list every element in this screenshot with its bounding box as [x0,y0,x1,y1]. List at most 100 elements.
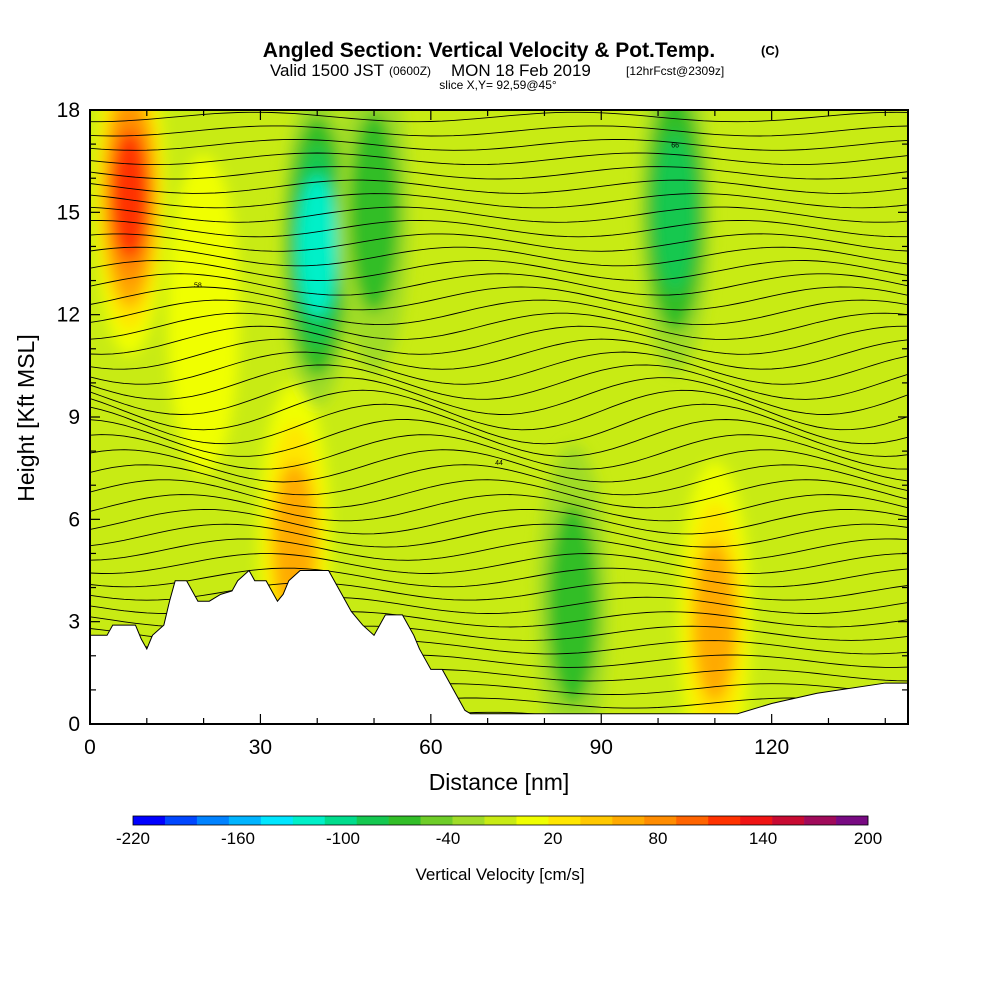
velocity-core-5-level-2 [653,132,697,293]
y-tick-label: 0 [68,713,80,736]
colorbar-swatch [196,816,230,825]
theta-contours: 58 44 66 [90,111,908,723]
theta-contour-41 [90,139,908,151]
x-tick-label: 60 [419,736,442,759]
theta-contour-29 [90,299,908,326]
colorbar-tick-label: -220 [116,829,150,848]
colorbar-tick-label: 20 [544,829,563,848]
theta-contour-24 [90,364,908,400]
x-tick-label: 120 [754,736,789,759]
colorbar-swatch [260,816,294,825]
theta-contour-40 [90,152,908,166]
theta-contour-39 [90,166,908,180]
velocity-core-4-level-3 [297,176,337,317]
colorbar-tick-label: -160 [221,829,255,848]
theta-contour-label-1: 44 [495,460,503,467]
theta-contour-9 [90,582,908,601]
theta-contour-23 [90,377,908,415]
y-axis-label: Height [Kft MSL] [13,334,39,501]
colorbar-frame [132,815,869,826]
theta-contour-42 [90,125,908,137]
colorbar-swatch [164,816,198,825]
colorbar-swatch [836,816,869,825]
theta-contour-20 [90,419,908,457]
y-axis: 0 3 6 9 12 15 18 [57,99,908,736]
y-tick-label: 9 [68,406,80,429]
colorbar-swatch [356,816,389,825]
colorbar-swatch [292,816,326,825]
theta-contour-10 [90,567,908,588]
colorbar-swatch [740,816,773,825]
theta-contour-34 [90,233,908,252]
colorbar-swatch [676,816,709,825]
y-tick-label: 6 [68,508,80,531]
theta-contour-27 [90,325,908,355]
theta-contour-17 [90,464,908,496]
theta-contour-38 [90,179,908,194]
slice-label: slice X,Y= 92,59@45° [439,78,557,92]
theta-contour-32 [90,260,908,281]
colorbar-swatch [708,816,741,825]
x-tick-label: 30 [249,736,272,759]
x-axis: 0 30 60 90 120 [84,110,886,759]
colorbar-swatch [452,816,485,825]
theta-contour-31 [90,273,908,296]
colorbar-tick-label: 80 [649,829,668,848]
x-tick-label: 90 [590,736,613,759]
theta-contour-15 [90,494,908,522]
y-tick-label: 18 [57,99,80,122]
theta-contour-36 [90,206,908,223]
colorbar-swatch [324,816,357,825]
theta-contour-19 [90,434,908,470]
valid-prefix: Valid 1500 JST [270,61,384,80]
chart-title-unit: (C) [761,43,779,58]
colorbar-swatch [644,816,677,825]
colorbar-swatch [133,816,166,825]
valid-date: MON 18 Feb 2019 [451,61,591,80]
theta-contour-18 [90,449,908,483]
colorbar-swatch [484,816,517,825]
chart-title: Angled Section: Vertical Velocity & Pot.… [263,39,715,62]
y-tick-label: 15 [57,201,80,224]
colorbar-tick-label: -100 [326,829,360,848]
velocity-field [93,110,751,724]
colorbar-swatch [420,816,453,825]
y-tick-label: 12 [57,304,80,327]
theta-contour-37 [90,193,908,209]
colorbar-swatch [772,816,805,825]
colorbar-swatch [228,816,262,825]
terrain [90,569,908,724]
theta-contour-30 [90,286,908,311]
theta-contour-25 [90,351,908,385]
colorbar: -220 -160 -100 -40 20 80 140 200 [116,815,882,848]
velocity-core-7-level-1 [349,112,400,313]
colorbar-tick-label: -40 [436,829,461,848]
theta-contour-14 [90,508,908,535]
theta-contour-28 [90,312,908,340]
velocity-core-3-level-2 [693,541,737,702]
colorbar-swatch [516,816,549,825]
forecast-label: [12hrFcst@2309z] [626,64,724,78]
x-axis-label: Distance [nm] [429,769,570,795]
colorbar-tick-label: 140 [749,829,777,848]
colorbar-swatch [612,816,645,825]
theta-contour-35 [90,220,908,238]
colorbar-swatch [388,816,421,825]
theta-contour-21 [90,403,908,445]
theta-contour-11 [90,553,908,574]
theta-contour-26 [90,338,908,370]
colorbar-swatch [548,816,581,825]
colorbar-label: Vertical Velocity [cm/s] [415,865,584,884]
theta-contour-13 [90,523,908,548]
y-tick-label: 3 [68,611,80,634]
colorbar-swatch [804,816,837,825]
theta-contour-12 [90,538,908,561]
x-tick-label: 0 [84,736,96,759]
theta-contour-16 [90,479,908,509]
theta-contour-43 [90,111,908,123]
colorbar-swatch [580,816,613,825]
theta-contour-22 [90,389,908,431]
theta-contour-33 [90,246,908,267]
colorbar-tick-label: 200 [854,829,882,848]
